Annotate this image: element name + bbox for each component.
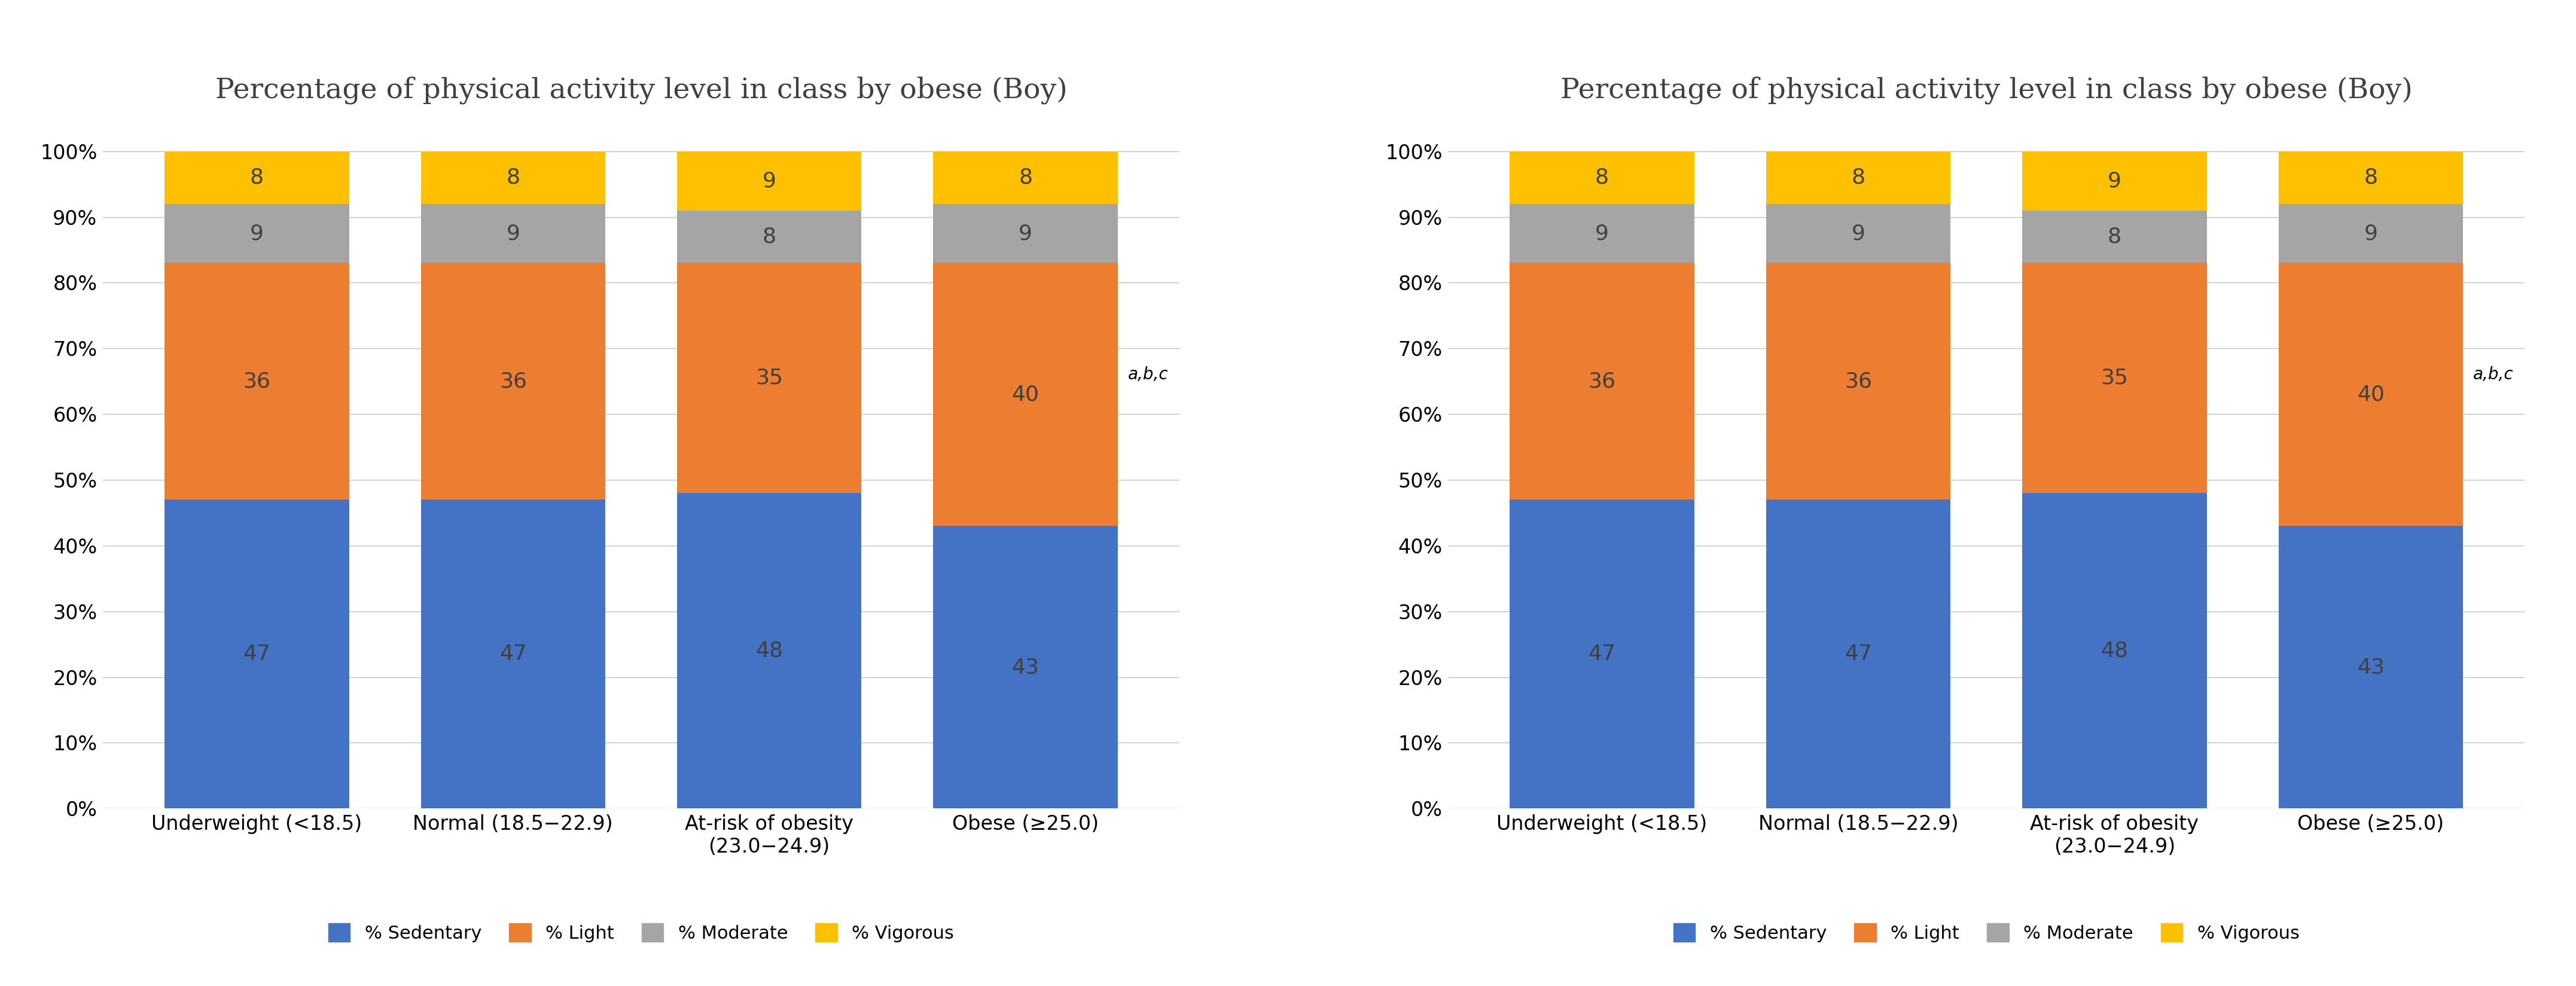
Bar bbox=[420, 151, 605, 204]
Text: 9: 9 bbox=[1018, 223, 1033, 244]
Bar bbox=[420, 263, 605, 500]
Text: 8: 8 bbox=[250, 168, 263, 187]
Bar bbox=[2280, 526, 2463, 809]
Text: 9: 9 bbox=[250, 223, 263, 244]
Bar bbox=[165, 263, 348, 500]
Text: 47: 47 bbox=[500, 644, 526, 665]
Bar bbox=[165, 151, 348, 204]
Bar bbox=[2022, 151, 2208, 210]
Text: 9: 9 bbox=[762, 171, 775, 191]
Bar bbox=[677, 263, 860, 493]
Text: a,b,c: a,b,c bbox=[1128, 367, 1170, 383]
Text: 40: 40 bbox=[2357, 385, 2385, 404]
Bar bbox=[933, 151, 1118, 204]
Text: 36: 36 bbox=[500, 371, 526, 391]
Text: 9: 9 bbox=[1595, 223, 1610, 244]
Title: Percentage of physical activity level in class by obese (Boy): Percentage of physical activity level in… bbox=[1561, 76, 2414, 104]
Bar bbox=[933, 263, 1118, 526]
Text: 8: 8 bbox=[2107, 227, 2123, 246]
Text: 48: 48 bbox=[755, 641, 783, 661]
Text: 48: 48 bbox=[2099, 641, 2128, 661]
Bar bbox=[1510, 151, 1695, 204]
Text: a,b,c: a,b,c bbox=[2473, 367, 2514, 383]
Text: 43: 43 bbox=[1012, 657, 1038, 677]
Bar bbox=[1767, 263, 1950, 500]
Text: 47: 47 bbox=[1844, 644, 1873, 665]
Text: 8: 8 bbox=[1595, 168, 1610, 187]
Bar bbox=[2280, 151, 2463, 204]
Bar bbox=[1510, 204, 1695, 263]
Title: Percentage of physical activity level in class by obese (Boy): Percentage of physical activity level in… bbox=[214, 76, 1066, 104]
Text: 8: 8 bbox=[505, 168, 520, 187]
Bar bbox=[2280, 263, 2463, 526]
Text: 8: 8 bbox=[1018, 168, 1033, 187]
Text: 8: 8 bbox=[1852, 168, 1865, 187]
Bar bbox=[1767, 204, 1950, 263]
Text: 9: 9 bbox=[505, 223, 520, 244]
Bar bbox=[165, 500, 348, 809]
Bar bbox=[2022, 263, 2208, 493]
Text: 35: 35 bbox=[2102, 368, 2128, 388]
Text: 43: 43 bbox=[2357, 657, 2385, 677]
Bar bbox=[677, 151, 860, 210]
Bar bbox=[677, 210, 860, 263]
Text: 36: 36 bbox=[1844, 371, 1873, 391]
Text: 8: 8 bbox=[762, 227, 775, 246]
Text: 47: 47 bbox=[1589, 644, 1615, 665]
Text: 9: 9 bbox=[2107, 171, 2123, 191]
Bar bbox=[677, 493, 860, 809]
Text: 35: 35 bbox=[755, 368, 783, 388]
Bar bbox=[2022, 493, 2208, 809]
Text: 36: 36 bbox=[1589, 371, 1615, 391]
Bar bbox=[2022, 210, 2208, 263]
Legend: % Sedentary, % Light, % Moderate, % Vigorous: % Sedentary, % Light, % Moderate, % Vigo… bbox=[1664, 914, 2308, 951]
Bar bbox=[933, 526, 1118, 809]
Bar bbox=[1767, 500, 1950, 809]
Text: 47: 47 bbox=[242, 644, 270, 665]
Text: 40: 40 bbox=[1012, 385, 1038, 404]
Bar bbox=[1510, 500, 1695, 809]
Bar bbox=[420, 204, 605, 263]
Text: 36: 36 bbox=[242, 371, 270, 391]
Bar bbox=[933, 204, 1118, 263]
Bar bbox=[2280, 204, 2463, 263]
Text: 8: 8 bbox=[2365, 168, 2378, 187]
Text: 9: 9 bbox=[1852, 223, 1865, 244]
Bar bbox=[420, 500, 605, 809]
Bar bbox=[1767, 151, 1950, 204]
Bar bbox=[165, 204, 348, 263]
Bar bbox=[1510, 263, 1695, 500]
Legend: % Sedentary, % Light, % Moderate, % Vigorous: % Sedentary, % Light, % Moderate, % Vigo… bbox=[319, 914, 963, 951]
Text: 9: 9 bbox=[2365, 223, 2378, 244]
